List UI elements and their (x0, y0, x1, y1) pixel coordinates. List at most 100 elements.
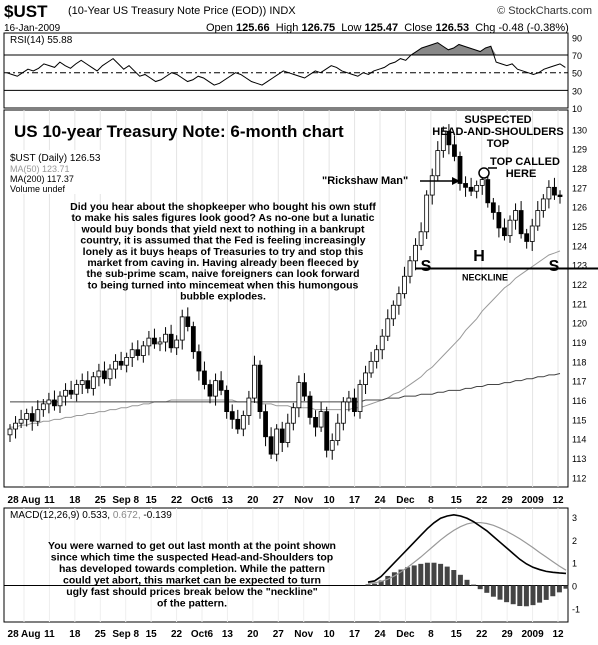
price-legend-volume: Volume undef (10, 184, 66, 194)
macd-histogram-bar (530, 585, 536, 606)
x-axis-label-bottom: Dec (396, 629, 415, 640)
candle-body (302, 382, 307, 397)
candle-body (368, 360, 374, 374)
candle-body (296, 382, 302, 409)
candle-body (457, 155, 463, 184)
macd-histogram-bar (556, 585, 562, 593)
candle-body (146, 337, 152, 347)
rsi-tick-label: 50 (572, 69, 582, 79)
x-axis-label: 22 (476, 495, 488, 506)
candle-body (179, 316, 185, 341)
open-value: 125.66 (235, 22, 270, 34)
macd-legend-signal: 0.672, (113, 510, 144, 521)
macd-histogram-bar (464, 579, 470, 586)
macd-tick-label: 3 (572, 513, 577, 523)
candle-body (129, 349, 135, 358)
candle-body (229, 411, 235, 420)
x-axis-label-bottom: 24 (374, 629, 386, 640)
candle-body (52, 399, 57, 407)
price-tick-label: 121 (572, 299, 587, 309)
candle-body (224, 389, 230, 413)
macd-panel-frame (3, 507, 569, 623)
candle-body (468, 186, 474, 192)
x-axis-label: Oct6 (191, 495, 214, 506)
candle-body (485, 179, 491, 204)
x-axis-label-bottom: 15 (146, 629, 158, 640)
x-axis-label-bottom: 28 Aug (8, 629, 41, 640)
x-axis-label: 18 (69, 495, 81, 506)
candle-body (90, 376, 96, 389)
candle-body (540, 198, 546, 211)
high-value: 126.75 (301, 22, 336, 34)
candle-body (452, 144, 457, 157)
price-tick-label: 118 (572, 357, 586, 367)
candle-body (263, 411, 268, 438)
x-axis-label: 13 (222, 495, 234, 506)
macd-legend-histogram: -0.139 (143, 510, 172, 521)
macd-tick-label: 2 (572, 536, 577, 546)
x-axis-label: 8 (428, 495, 434, 506)
price-legend-ma200: MA(200) 117.37 (10, 174, 74, 184)
candle-body (163, 333, 168, 343)
candle-body (157, 341, 163, 345)
price-tick-label: 120 (572, 319, 587, 329)
candle-body (507, 219, 513, 237)
change-value: -0.48 (-0.38%) (498, 22, 569, 34)
candle-body (363, 372, 368, 385)
price-legend-bg (5, 150, 103, 194)
commentary-line: to make his sales figures look good? As … (72, 212, 375, 224)
price-summary: Open 125.66 High 126.75 Low 125.47 Close… (206, 22, 569, 34)
candle-body (413, 244, 418, 262)
macd-histogram-bar (484, 585, 490, 593)
candle-body (257, 364, 263, 413)
x-axis-label-bottom: 15 (451, 629, 463, 640)
candle-body (202, 370, 207, 385)
instrument-name: (10-Year US Treasury Note Price (EOD)) I… (68, 5, 296, 17)
candle-body (235, 418, 241, 430)
candle-body (418, 231, 424, 246)
candle-body (218, 380, 224, 391)
x-axis-label: 2009 (521, 495, 544, 506)
rsi-tick-label: 90 (572, 33, 582, 43)
candle-body (396, 293, 402, 306)
macd-histogram-bar (378, 580, 384, 586)
x-axis-label-bottom: 22 (476, 629, 488, 640)
x-axis-label: 22 (171, 495, 183, 506)
candle-body (313, 416, 318, 428)
candle-body (252, 364, 257, 399)
candle-body (46, 399, 52, 405)
commentary-line: bubble explodes. (180, 291, 266, 303)
rickshaw-arrowhead (452, 177, 460, 185)
price-tick-label: 112 (572, 473, 586, 483)
rsi-overbought-fill (6, 42, 566, 56)
commentary-line: would buy bonds that yield next to nothi… (81, 223, 365, 235)
candle-body (13, 422, 18, 430)
rsi-legend-bg (5, 34, 109, 46)
candle-body (424, 194, 430, 233)
price-tick-label: 119 (572, 338, 586, 348)
x-axis-label-bottom: Nov (294, 629, 313, 640)
x-axis-label-bottom: 25 (95, 629, 107, 640)
hs-label-line: SUSPECTED (464, 114, 531, 126)
rickshaw-label: "Rickshaw Man" (322, 175, 408, 187)
macd-histogram-bar (497, 585, 503, 600)
low-value: 125.47 (364, 22, 399, 34)
commentary-line: to being turned into mincemeat when this… (88, 279, 359, 291)
macd-histogram-bar (365, 584, 371, 586)
candle-body (85, 380, 91, 389)
price-tick-label: 126 (572, 203, 587, 213)
chart-title: US 10-year Treasury Note: 6-month chart (14, 122, 344, 141)
candle-body (529, 225, 535, 242)
macd-histogram-bar (438, 563, 444, 586)
rsi-legend: RSI(14) 55.88 (10, 35, 73, 46)
price-tick-label: 123 (572, 261, 587, 271)
price-legend-main: $UST (Daily) 126.53 (10, 153, 101, 164)
candle-body (502, 227, 507, 237)
macd-histogram-bar (405, 567, 411, 586)
price-tick-label: 124 (572, 241, 587, 251)
candle-body (274, 428, 280, 455)
high-label: High (275, 22, 299, 34)
candle-body (135, 349, 141, 356)
macd-commentary-line: since which time the suspected Head-and-… (51, 552, 333, 564)
macd-line (367, 514, 567, 583)
